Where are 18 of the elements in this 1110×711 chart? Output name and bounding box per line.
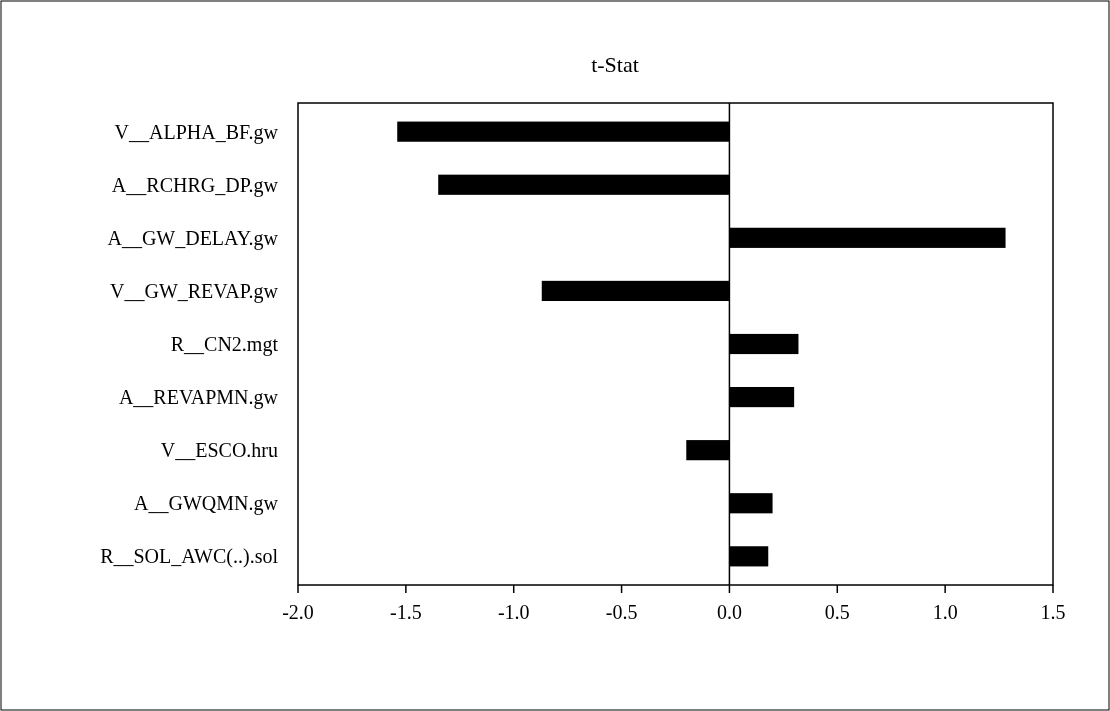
y-tick-label: R__SOL_AWC(..).sol — [100, 545, 279, 569]
y-tick-label: A__REVAPMN.gw — [118, 386, 279, 410]
x-tick-label: 0.5 — [824, 601, 850, 623]
x-tick-label: 0.0 — [716, 601, 742, 623]
y-tick-label: R__CN2.mgt — [170, 333, 279, 356]
x-tick-label: -1.0 — [497, 601, 530, 623]
x-tick-label: -2.0 — [282, 601, 314, 623]
y-tick-label: A__GW_DELAY.gw — [107, 226, 279, 250]
y-tick-label: V__GW_REVAP.gw — [110, 279, 279, 303]
x-tick-label: 1.5 — [1040, 601, 1066, 623]
y-tick-label: V__ALPHA_BF.gw — [114, 120, 279, 144]
x-tick-label: -0.5 — [605, 601, 638, 623]
y-tick-label: A__RCHRG_DP.gw — [111, 173, 279, 197]
y-tick-label: V__ESCO.hru — [160, 439, 278, 462]
x-tick-label: -1.5 — [390, 601, 422, 623]
x-tick-label: 1.0 — [932, 601, 958, 623]
y-tick-label: A__GWQMN.gw — [134, 492, 279, 516]
chart-title: t-Stat — [591, 52, 639, 77]
